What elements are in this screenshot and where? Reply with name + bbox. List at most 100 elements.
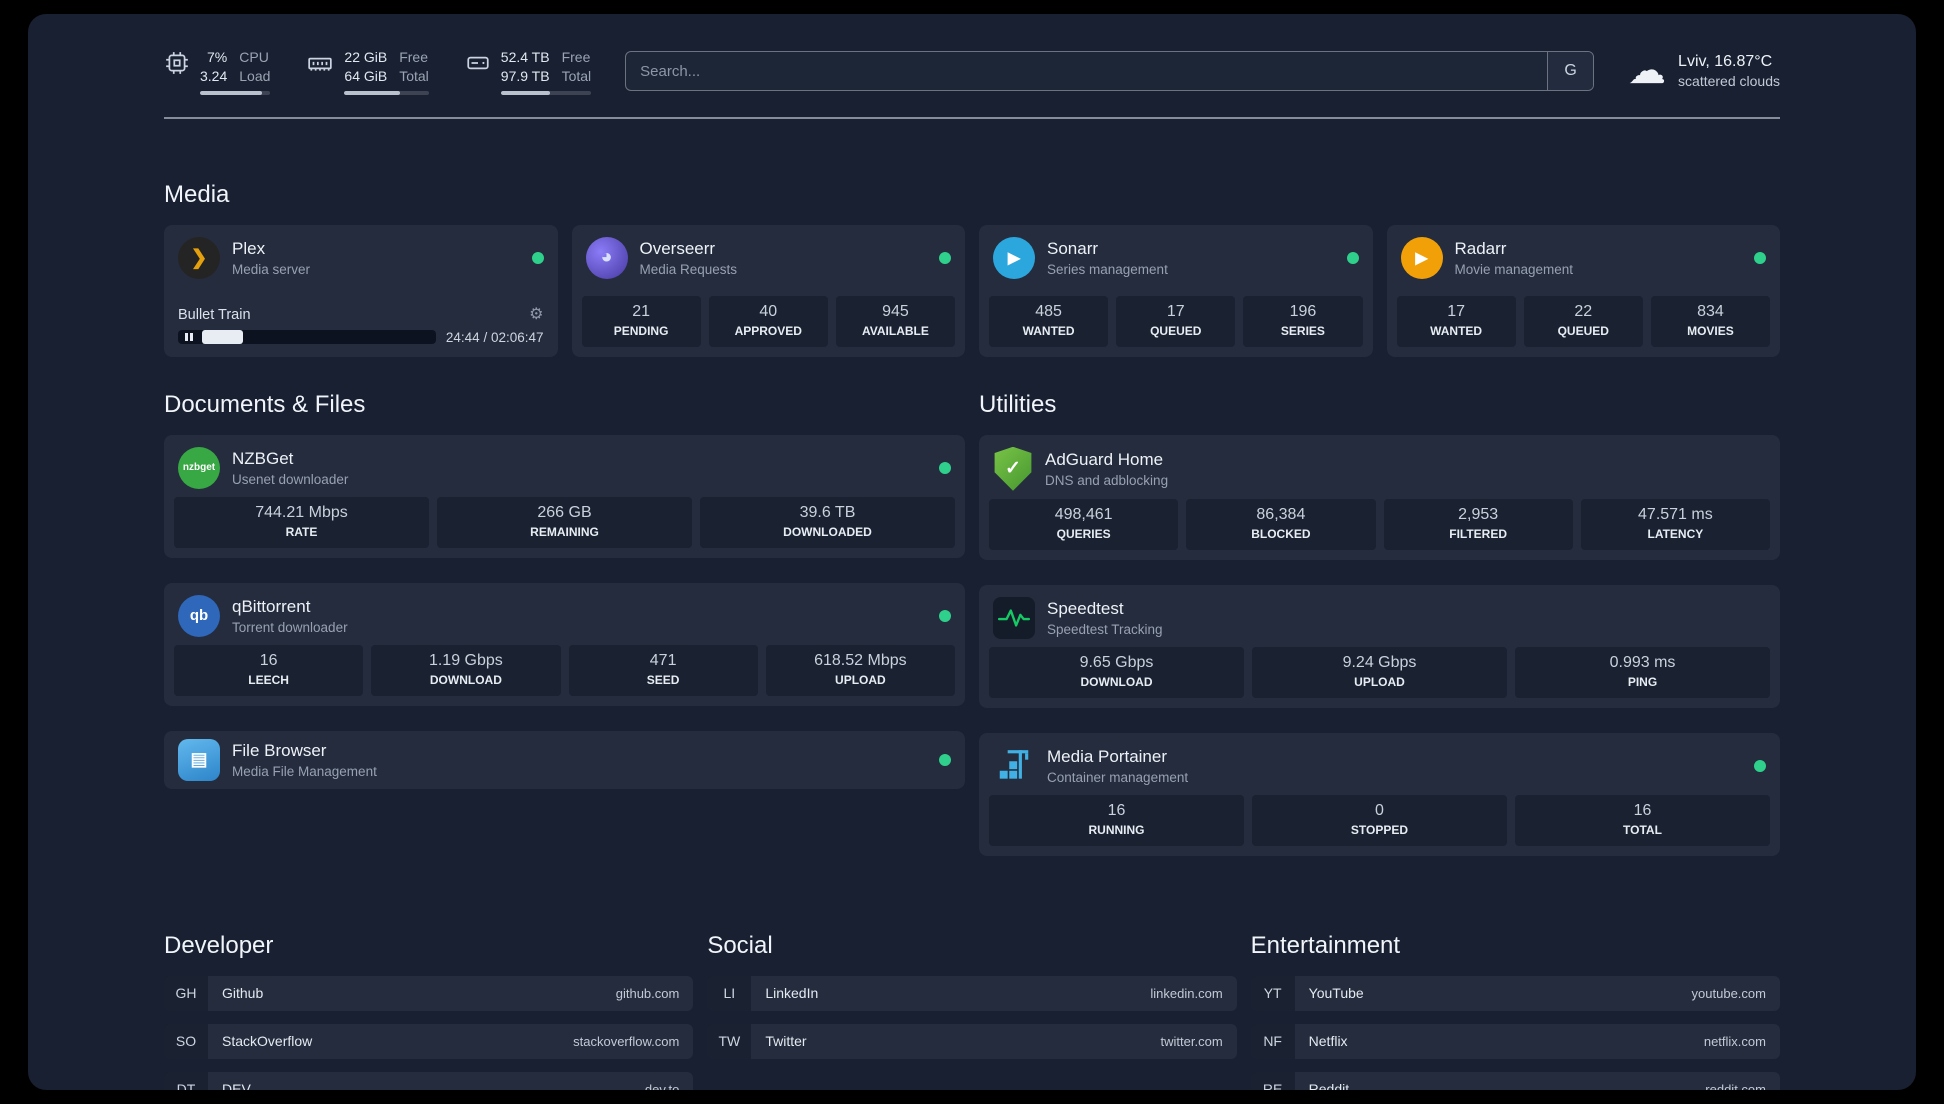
status-dot [531,251,544,264]
bookmark-name: StackOverflow [222,1033,313,1050]
stat-label: LATENCY [1647,526,1704,541]
status-dot [939,609,951,622]
disk-total-value: 97.9 TB [500,67,550,84]
stat-value: 498,461 [1054,505,1113,523]
stat-label: SERIES [1280,323,1325,338]
status-dot [939,753,951,766]
disk-icon [465,50,491,81]
stat-tile: 16 RUNNING [989,794,1244,846]
service-card-speedtest[interactable]: Speedtest Speedtest Tracking 9.65 Gbps D… [979,584,1780,708]
cpu-icon [164,50,190,81]
service-card-portainer[interactable]: Media Portainer Container management 16 … [979,732,1780,856]
cloud-icon: ☁ [1628,50,1667,93]
service-card-overseerr[interactable]: ◕ Overseerr Media Requests 21 PENDING [571,224,965,357]
service-name: File Browser [232,740,327,760]
plex-now-playing: Bullet Train ⚙ 24:44 / 02:06:47 [164,305,558,357]
now-playing-title: Bullet Train [178,306,251,323]
disk-widget: 52.4 TB 97.9 TB Free Total [465,48,592,95]
bookmark-netflix[interactable]: NF Netflix netflix.com [1250,1023,1780,1059]
playback-progress-bar[interactable] [178,330,436,345]
bookmark-name: DEV [222,1081,251,1090]
bookmark-group-title: Social [707,931,773,959]
bookmark-name: YouTube [1308,985,1364,1002]
playback-progress-fill [202,330,244,345]
stat-tile: 498,461 QUERIES [989,498,1179,550]
stat-label: AVAILABLE [861,323,929,338]
stat-label: RUNNING [1088,822,1145,837]
stat-value: 834 [1697,302,1724,320]
stat-value: 0.993 ms [1609,653,1676,671]
bookmark-abbr: YT [1250,975,1295,1011]
weather-location: Lviv, 16.87°C [1678,53,1773,71]
service-name: qBittorrent [232,596,311,616]
stat-label: MOVIES [1687,323,1734,338]
bookmark-abbr: TW [707,1023,752,1059]
service-card-nzbget[interactable]: nzbget NZBGet Usenet downloader 744.21 M… [164,434,965,558]
memory-free-label: Free [399,49,429,65]
section-media: Media ❯ Plex Media server Bullet Train [164,181,1780,357]
cpu-load-label: Load [239,67,271,84]
stat-value: 471 [649,651,677,669]
stat-tile: 2,953 FILTERED [1383,498,1573,550]
stat-value: 16 [1633,801,1652,819]
memory-total-value: 64 GiB [344,67,388,84]
stat-tile: 17 WANTED [1396,295,1516,347]
stat-tile: 471 SEED [568,644,758,696]
section-title-media: Media [164,180,230,208]
stat-label: REMAINING [530,524,599,539]
bookmark-github[interactable]: GH Github github.com [164,975,694,1011]
bookmark-url: stackoverflow.com [573,1033,680,1049]
stat-value: 22 [1574,302,1593,320]
bookmark-group-social: Social LI LinkedIn linkedin.com TW Twitt… [707,931,1237,1059]
bookmark-abbr: SO [164,1023,208,1059]
bookmark-abbr: RE [1250,1071,1295,1090]
service-card-plex[interactable]: ❯ Plex Media server Bullet Train ⚙ [164,224,558,357]
search-bar: G [625,51,1595,92]
bookmark-stackoverflow[interactable]: SO StackOverflow stackoverflow.com [164,1023,694,1059]
stat-tile: 40 APPROVED [708,295,828,347]
bookmark-url: youtube.com [1691,985,1766,1001]
bookmark-reddit[interactable]: RE Reddit reddit.com [1250,1071,1780,1090]
cpu-usage-value: 7% [207,49,228,65]
bookmark-dev[interactable]: DT DEV dev.to [164,1071,694,1090]
status-dot [939,461,951,474]
bookmark-name: Github [222,985,264,1002]
stat-value: 40 [759,302,778,320]
bookmark-name: Twitter [765,1033,807,1050]
service-card-filebrowser[interactable]: ▤ File Browser Media File Management [164,730,965,789]
section-utilities: Utilities ✓ AdGuard Home DNS and adblock… [979,391,1780,856]
bookmark-group-title: Entertainment [1250,931,1401,959]
service-card-sonarr[interactable]: ▶ Sonarr Series management 485 WANTED [979,224,1373,357]
stat-tile: 266 GB REMAINING [437,496,692,548]
service-subtitle: Series management [1047,261,1168,277]
bookmark-youtube[interactable]: YT YouTube youtube.com [1250,975,1780,1011]
service-card-qbittorrent[interactable]: qb qBittorrent Torrent downloader 16 LEE… [164,582,965,706]
cpu-label: CPU [239,49,269,65]
bookmark-twitter[interactable]: TW Twitter twitter.com [707,1023,1237,1059]
service-card-radarr[interactable]: ▶ Radarr Movie management 17 WANTED [1386,224,1780,357]
cpu-load-value: 3.24 [200,67,228,84]
pause-icon[interactable] [185,330,193,344]
bookmark-linkedin[interactable]: LI LinkedIn linkedin.com [707,975,1237,1011]
service-subtitle: Movie management [1454,261,1574,277]
memory-meter [344,90,429,95]
stat-tile: 945 AVAILABLE [835,295,956,347]
resource-widgets: 7% 3.24 CPU Load [164,48,592,95]
topbar: 7% 3.24 CPU Load [164,48,1780,95]
service-name: Media Portainer [1047,746,1168,766]
stat-label: RATE [285,524,318,539]
stat-label: TOTAL [1623,822,1662,837]
stat-label: WANTED [1022,323,1075,338]
portainer-crane-icon [993,745,1035,787]
gear-icon[interactable]: ⚙ [529,305,544,323]
stat-tile: 16 LEECH [174,644,364,696]
stat-value: 9.24 Gbps [1342,653,1417,671]
speedtest-pulse-icon [993,596,1035,639]
stat-value: 266 GB [537,503,592,521]
section-title-utilities: Utilities [979,390,1057,418]
qbittorrent-icon: qb [178,594,220,637]
search-provider-button[interactable]: G [1547,52,1594,91]
bookmark-group-entertainment: Entertainment YT YouTube youtube.com NF … [1250,931,1780,1090]
search-input[interactable] [626,52,1548,91]
service-card-adguard[interactable]: ✓ AdGuard Home DNS and adblocking 498,46… [979,434,1780,560]
